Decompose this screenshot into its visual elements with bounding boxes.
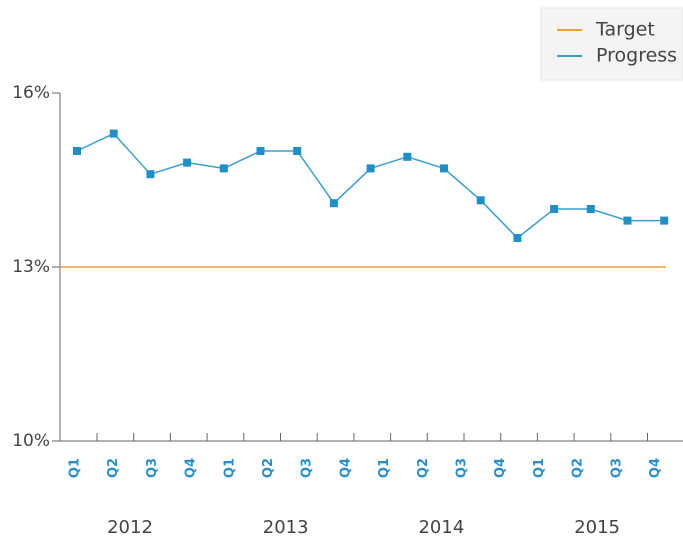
x-tick-label: Q4: [184, 458, 199, 478]
y-tick-label: 13%: [12, 257, 50, 277]
legend-box: [540, 7, 683, 81]
y-tick-label: 10%: [12, 431, 50, 451]
point: [183, 158, 192, 167]
point: [440, 164, 448, 173]
x-tick-label: Q1: [68, 458, 83, 478]
x-tick-label: Q2: [571, 458, 586, 478]
year-label: 2015: [574, 517, 620, 538]
x-tick-label: Q1: [222, 458, 237, 478]
x-tick-label: Q1: [377, 458, 392, 478]
point: [403, 152, 412, 161]
year-label: 2012: [107, 517, 153, 538]
x-tick-label: Q2: [261, 458, 276, 478]
x-tick-label: Q2: [416, 458, 431, 478]
point: [366, 164, 375, 173]
x-tick-label: Q1: [532, 458, 547, 478]
legend-label: Progress: [596, 45, 677, 67]
legend-label: Target: [595, 19, 655, 41]
x-tick-label: Q3: [609, 458, 624, 478]
x-tick-label: Q2: [106, 458, 121, 478]
point: [513, 234, 522, 242]
point: [109, 129, 118, 138]
point: [329, 199, 338, 208]
x-tick-label: Q4: [338, 458, 353, 478]
point: [219, 164, 228, 173]
x-tick-label: Q4: [493, 458, 508, 478]
point: [73, 147, 81, 155]
x-tick-label: Q4: [648, 458, 663, 478]
point: [660, 216, 669, 225]
progress-line: [76, 132, 665, 240]
year-label: 2013: [263, 517, 309, 538]
point: [586, 205, 595, 213]
point: [550, 205, 559, 213]
point: [476, 196, 485, 205]
point: [256, 147, 265, 155]
y-tick-label: 16%: [12, 83, 50, 103]
x-tick-label: Q3: [145, 458, 160, 478]
point: [623, 216, 632, 225]
point: [293, 147, 302, 155]
year-label: 2014: [418, 517, 464, 538]
x-tick-label: Q3: [455, 458, 470, 478]
point: [146, 170, 155, 179]
x-tick-label: Q3: [300, 458, 315, 478]
